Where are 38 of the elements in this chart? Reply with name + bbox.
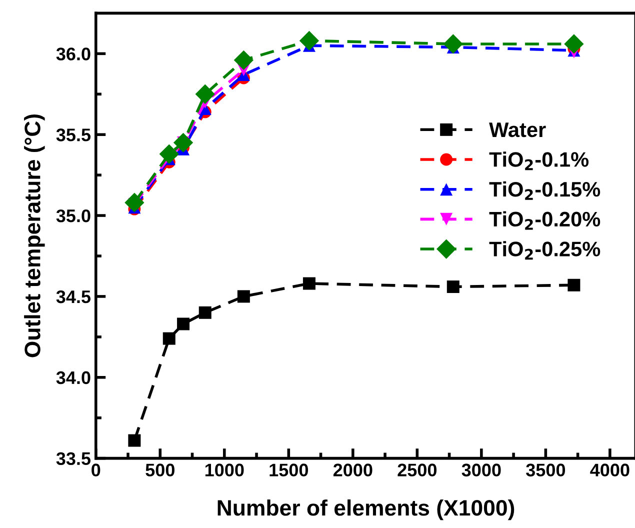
x-tick-label: 500 bbox=[146, 464, 174, 476]
point bbox=[568, 278, 580, 292]
x-tick-label: 2000 bbox=[333, 464, 372, 476]
y-tick-label: 35.5 bbox=[56, 128, 91, 142]
point bbox=[195, 84, 215, 104]
legend-label: TiO$_{2}$-0.15% bbox=[489, 181, 600, 200]
y-tick-label: 35.0 bbox=[56, 209, 90, 222]
x-tick-label: 0 bbox=[92, 464, 100, 476]
point bbox=[128, 434, 141, 447]
y-tick-label: 33.5 bbox=[56, 452, 91, 466]
x-tick-label: 4000 bbox=[590, 464, 630, 476]
point bbox=[302, 277, 316, 290]
x-tick-label: 3500 bbox=[526, 464, 566, 476]
point bbox=[237, 290, 250, 303]
x-tick-label: 1500 bbox=[270, 464, 308, 476]
y-tick-label: 34.0 bbox=[56, 371, 90, 384]
point bbox=[299, 30, 320, 51]
legend-label: TiO$_{2}$-0.25% bbox=[489, 241, 600, 260]
y-tick-label: 34.5 bbox=[56, 290, 91, 304]
y-axis-title: Outlet temperature (°C) bbox=[24, 114, 45, 358]
point bbox=[124, 192, 144, 212]
y-tick-label: 36.0 bbox=[56, 48, 90, 60]
x-tick-label: 1000 bbox=[205, 464, 244, 476]
point bbox=[177, 318, 190, 330]
point bbox=[564, 34, 584, 54]
x-tick-label: 2500 bbox=[398, 464, 437, 476]
point bbox=[446, 280, 460, 293]
point bbox=[159, 144, 179, 164]
x-axis-title: Number of elements (X1000) bbox=[218, 499, 514, 520]
legend-label: Water bbox=[489, 122, 546, 138]
point bbox=[162, 332, 176, 345]
legend-label: TiO$_{2}$-0.20% bbox=[489, 211, 600, 230]
x-tick-label: 3000 bbox=[462, 464, 501, 476]
legend-label: TiO$_{2}$-0.1% bbox=[489, 152, 589, 170]
point bbox=[198, 306, 212, 319]
point bbox=[173, 132, 194, 153]
point bbox=[443, 34, 463, 54]
point bbox=[234, 50, 254, 70]
